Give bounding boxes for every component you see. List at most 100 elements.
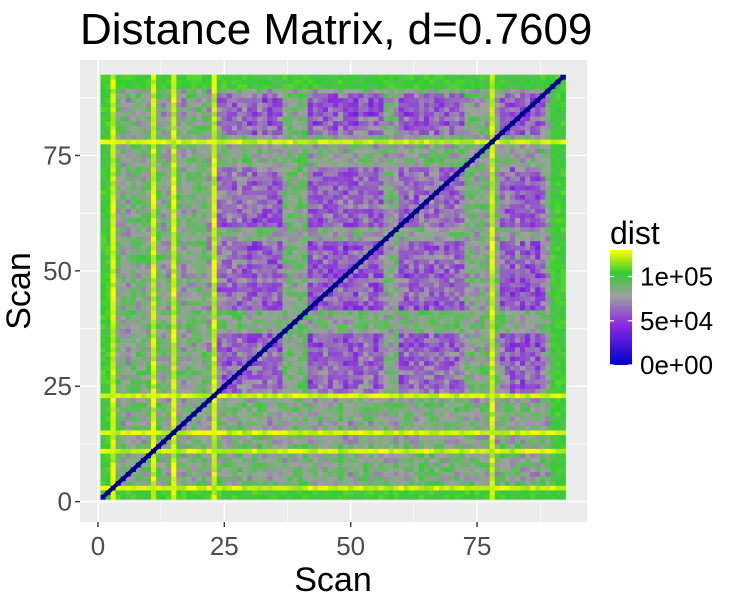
heatmap-cell — [242, 328, 248, 334]
heatmap-cell — [297, 116, 304, 122]
heatmap-cell — [151, 139, 157, 145]
heatmap-cell — [373, 388, 379, 394]
heatmap-cell — [145, 420, 152, 426]
heatmap-cell — [317, 263, 324, 269]
heatmap-cell — [171, 374, 177, 380]
heatmap-cell — [110, 300, 116, 306]
heatmap-cell — [358, 240, 364, 246]
heatmap-cell — [231, 148, 238, 154]
heatmap-cell — [242, 351, 248, 357]
heatmap-cell — [292, 194, 298, 200]
heatmap-cell — [216, 74, 223, 80]
heatmap-cell — [242, 130, 248, 136]
heatmap-cell — [191, 393, 197, 399]
heatmap-cell — [297, 453, 304, 459]
heatmap-cell — [242, 310, 248, 316]
heatmap-cell — [206, 208, 213, 214]
heatmap-cell — [105, 457, 111, 463]
heatmap-cell — [267, 153, 273, 159]
heatmap-cell — [181, 300, 187, 306]
heatmap-cell — [110, 185, 116, 191]
heatmap-cell — [368, 97, 374, 103]
heatmap-cell — [135, 130, 142, 136]
heatmap-cell — [236, 217, 243, 223]
heatmap-cell — [333, 79, 339, 85]
heatmap-cell — [302, 273, 309, 279]
heatmap-cell — [156, 74, 162, 80]
heatmap-cell — [181, 457, 187, 463]
heatmap-cell — [156, 457, 162, 463]
heatmap-cell — [307, 383, 314, 389]
heatmap-cell — [262, 236, 268, 242]
heatmap-cell — [140, 213, 147, 219]
heatmap-cell — [216, 420, 223, 426]
heatmap-cell — [110, 494, 116, 500]
heatmap-cell — [348, 157, 354, 163]
heatmap-cell — [110, 337, 116, 343]
heatmap-cell — [221, 356, 228, 362]
heatmap-cell — [322, 310, 329, 316]
heatmap-cell — [105, 217, 111, 223]
heatmap-cell — [151, 130, 157, 136]
heatmap-cell — [242, 411, 248, 417]
heatmap-cell — [130, 383, 137, 389]
heatmap-cell — [231, 79, 238, 85]
heatmap-cell — [135, 194, 142, 200]
heatmap-cell — [312, 148, 319, 154]
heatmap-cell — [201, 383, 207, 389]
heatmap-cell — [171, 74, 177, 80]
heatmap-cell — [191, 268, 197, 274]
heatmap-cell — [216, 139, 223, 145]
heatmap-cell — [161, 130, 167, 136]
heatmap-cell — [317, 134, 324, 140]
heatmap-cell — [262, 97, 268, 103]
heatmap-cell — [368, 411, 374, 417]
heatmap-cell — [353, 467, 359, 472]
heatmap-cell — [196, 471, 202, 477]
heatmap-cell — [145, 120, 152, 126]
heatmap-cell — [206, 254, 213, 260]
heatmap-cell — [125, 176, 132, 182]
heatmap-cell — [302, 323, 309, 329]
heatmap-cell — [348, 134, 354, 140]
heatmap-cell — [176, 393, 182, 399]
heatmap-cell — [287, 217, 293, 223]
heatmap-cell — [262, 356, 268, 362]
heatmap-cell — [176, 250, 182, 256]
heatmap-cell — [353, 143, 359, 149]
heatmap-cell — [368, 162, 374, 168]
heatmap-cell — [191, 157, 197, 163]
heatmap-cell — [322, 111, 329, 117]
heatmap-cell — [242, 448, 248, 454]
heatmap-cell — [176, 157, 182, 163]
heatmap-cell — [353, 268, 359, 274]
heatmap-cell — [242, 97, 248, 103]
heatmap-cell — [196, 185, 202, 191]
heatmap-cell — [130, 139, 137, 145]
heatmap-cell — [140, 134, 147, 140]
heatmap-cell — [287, 208, 293, 214]
heatmap-cell — [221, 443, 228, 449]
heatmap-cell — [125, 74, 132, 80]
heatmap-cell — [145, 425, 152, 431]
heatmap-cell — [338, 333, 344, 339]
heatmap-cell — [191, 453, 197, 459]
heatmap-cell — [338, 157, 344, 163]
heatmap-cell — [348, 74, 354, 80]
heatmap-cell — [292, 300, 298, 306]
heatmap-cell — [115, 383, 122, 389]
heatmap-cell — [267, 97, 273, 103]
heatmap-cell — [100, 176, 106, 182]
heatmap-cell — [307, 83, 314, 89]
heatmap-cell — [221, 277, 228, 283]
heatmap-cell — [327, 383, 334, 389]
heatmap-cell — [130, 143, 137, 149]
heatmap-cell — [151, 319, 157, 325]
heatmap-cell — [216, 310, 223, 316]
heatmap-cell — [317, 300, 324, 306]
heatmap-cell — [161, 420, 167, 426]
heatmap-cell — [151, 480, 157, 486]
heatmap-cell — [267, 162, 273, 168]
heatmap-cell — [368, 125, 374, 131]
heatmap-cell — [257, 217, 263, 223]
